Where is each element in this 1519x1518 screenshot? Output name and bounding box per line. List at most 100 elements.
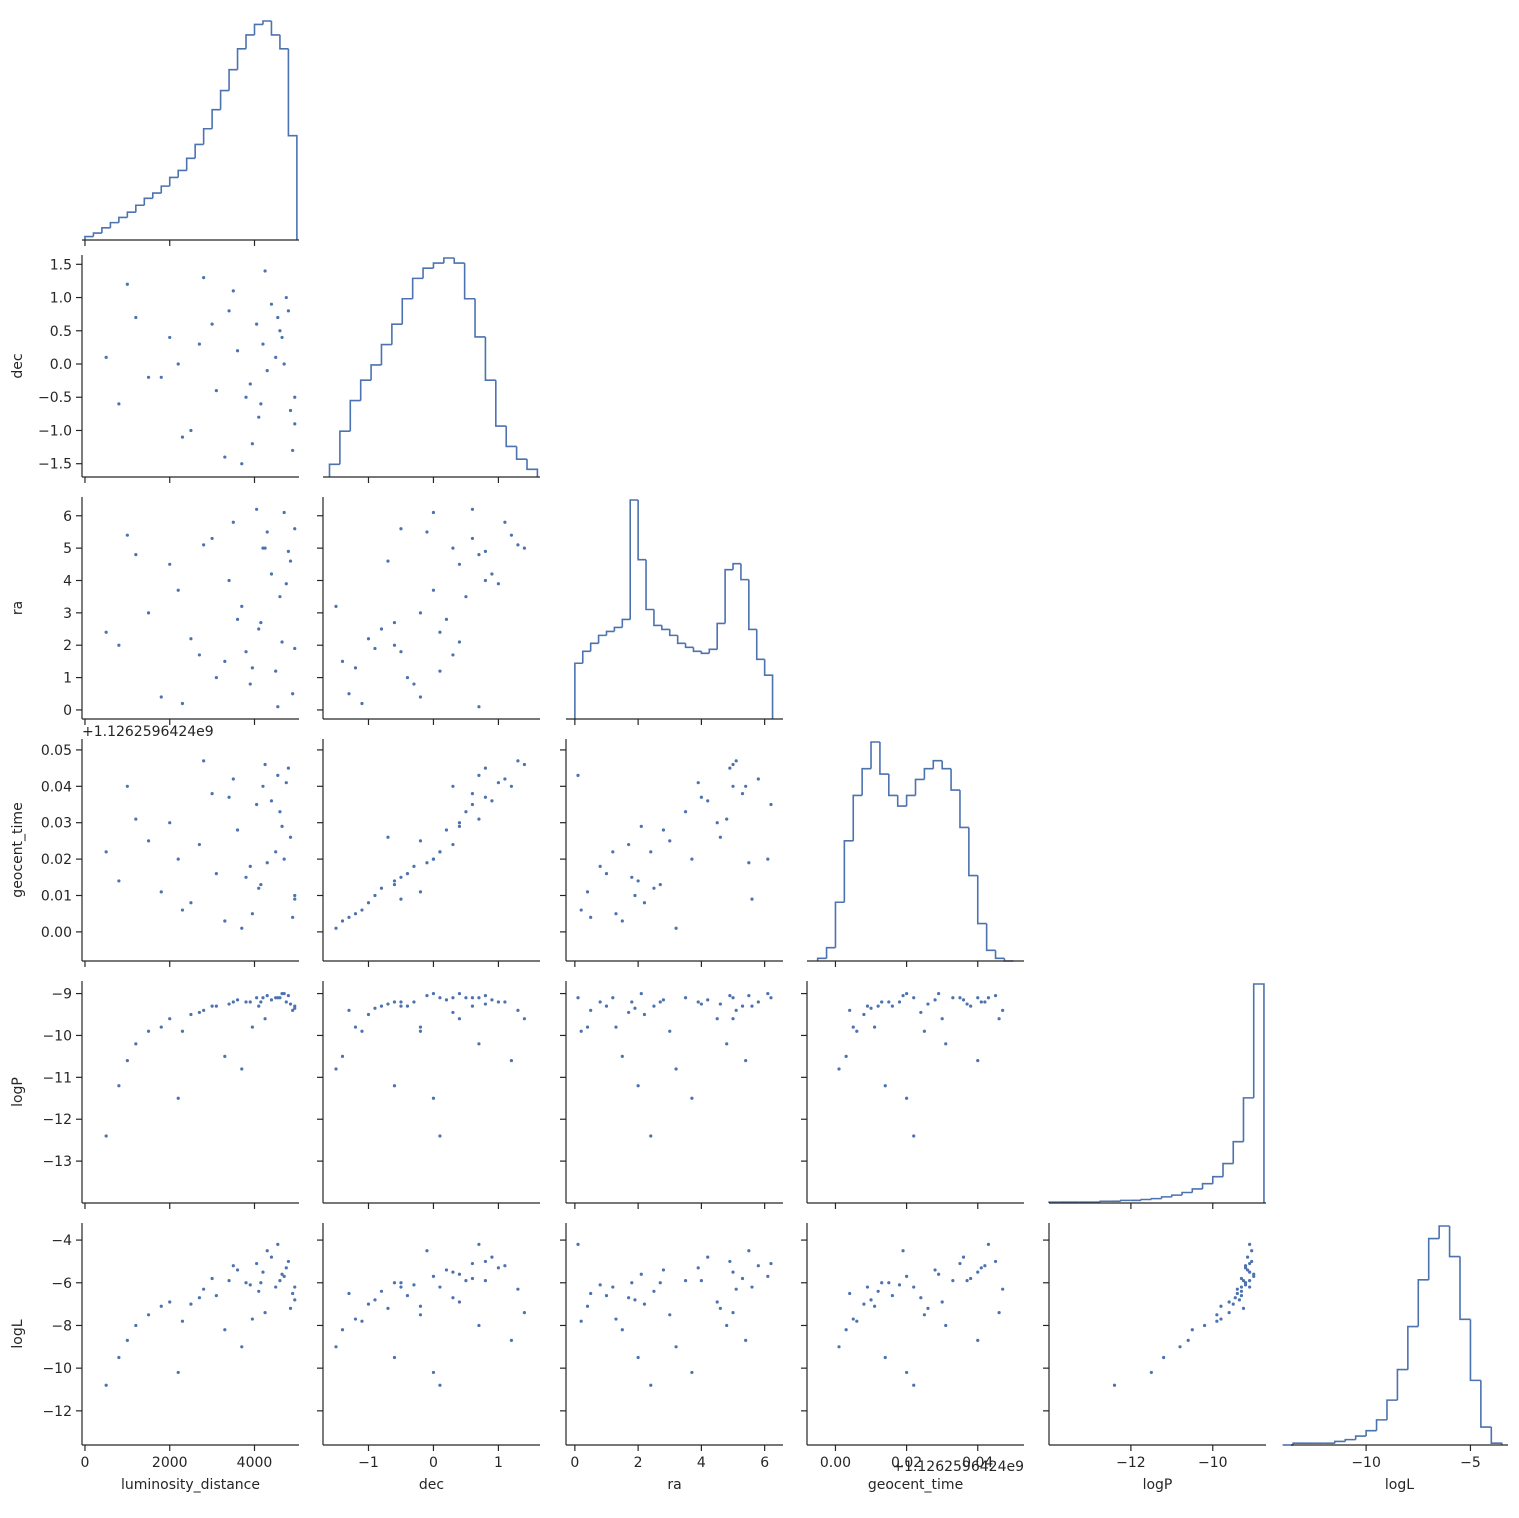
scatter-point bbox=[747, 1249, 751, 1253]
scatter-point bbox=[997, 1017, 1001, 1021]
scatter-point bbox=[210, 791, 214, 796]
scatter-point bbox=[522, 1017, 527, 1021]
scatter-point bbox=[347, 1291, 351, 1296]
scatter-point bbox=[1215, 1313, 1219, 1317]
scatter-point bbox=[399, 897, 403, 901]
scatter-point bbox=[269, 799, 274, 803]
scatter-point bbox=[919, 1296, 923, 1300]
scatter-point bbox=[286, 994, 291, 998]
scatter-point bbox=[291, 692, 295, 696]
y-tick-label: −1.5 bbox=[38, 457, 72, 473]
scatter-point bbox=[399, 527, 403, 531]
scatter-point bbox=[696, 781, 700, 785]
scatter-point bbox=[431, 1370, 436, 1375]
histogram-step bbox=[825, 946, 836, 959]
y-tick-label: −8 bbox=[51, 1318, 72, 1334]
x-axis-label: geocent_time bbox=[868, 1477, 963, 1493]
scatter-point bbox=[865, 1004, 870, 1008]
scatter-point bbox=[438, 630, 442, 634]
y-tick-label: 5 bbox=[63, 541, 72, 557]
scatter-point bbox=[263, 1311, 267, 1315]
histogram-step bbox=[287, 48, 298, 240]
scatter-point bbox=[288, 559, 293, 563]
histogram-step bbox=[1448, 1226, 1461, 1258]
scatter-point bbox=[278, 329, 282, 333]
scatter-point bbox=[649, 1134, 653, 1138]
histogram-step bbox=[484, 336, 496, 382]
scatter-point bbox=[740, 1276, 745, 1281]
scatter-point bbox=[134, 1323, 138, 1328]
scatter-point bbox=[744, 1058, 748, 1063]
x-axis-label: dec bbox=[419, 1477, 444, 1493]
x-tick-label: 1 bbox=[494, 1455, 503, 1471]
scatter-point bbox=[104, 355, 108, 359]
y-tick-label: 0.00 bbox=[41, 925, 72, 941]
scatter-point bbox=[958, 1261, 962, 1266]
scatter-point bbox=[159, 695, 163, 699]
histogram-step bbox=[228, 68, 238, 91]
scatter-point bbox=[1248, 1285, 1252, 1289]
scatter-point bbox=[756, 777, 760, 781]
scatter-point bbox=[598, 864, 602, 868]
histogram-step bbox=[740, 563, 749, 581]
scatter-point bbox=[715, 1300, 719, 1304]
scatter-point bbox=[146, 375, 151, 379]
histogram-step bbox=[613, 626, 623, 632]
scatter-point bbox=[117, 643, 121, 647]
scatter-point bbox=[661, 828, 666, 832]
scatter-point bbox=[837, 1067, 841, 1071]
scatter-point bbox=[444, 1268, 449, 1272]
scatter-point bbox=[483, 766, 488, 770]
scatter-point bbox=[276, 773, 280, 777]
scatter-point bbox=[464, 1279, 468, 1283]
histogram-step bbox=[474, 298, 486, 338]
scatter-point bbox=[259, 1000, 263, 1004]
x-tick-label: 0 bbox=[429, 1455, 438, 1471]
scatter-point bbox=[282, 510, 286, 515]
scatter-point bbox=[658, 1000, 662, 1004]
scatter-point bbox=[104, 1383, 108, 1387]
scatter-point bbox=[1149, 1370, 1153, 1375]
scatter-point bbox=[598, 1283, 602, 1287]
scatter-point bbox=[627, 1296, 631, 1300]
scatter-point bbox=[334, 1067, 338, 1071]
scatter-point bbox=[125, 282, 129, 286]
scatter-point bbox=[379, 1289, 384, 1293]
scatter-point bbox=[176, 857, 180, 861]
scatter-point bbox=[630, 1281, 634, 1285]
histogram-step bbox=[1242, 1097, 1254, 1142]
scatter-point bbox=[483, 795, 488, 799]
scatter-point bbox=[620, 1328, 624, 1332]
histogram-step bbox=[1119, 1199, 1131, 1202]
scatter-point bbox=[1248, 1242, 1252, 1246]
scatter-point bbox=[457, 821, 462, 825]
scatter-point bbox=[240, 1345, 244, 1349]
scatter-point bbox=[769, 802, 773, 807]
histogram-step bbox=[1396, 1368, 1408, 1401]
y-offset-label: +1.1262596424e9 bbox=[82, 724, 214, 740]
scatter-point bbox=[366, 1012, 371, 1017]
scatter-point bbox=[725, 817, 729, 821]
scatter-point bbox=[405, 872, 410, 876]
scatter-point bbox=[431, 510, 436, 515]
scatter-point bbox=[244, 1281, 248, 1285]
scatter-point bbox=[284, 1266, 288, 1270]
scatter-point bbox=[451, 842, 455, 847]
scatter-point bbox=[1243, 1266, 1248, 1270]
scatter-point bbox=[197, 342, 202, 346]
scatter-point bbox=[639, 991, 643, 996]
x-axis-label: logL bbox=[1385, 1477, 1414, 1493]
scatter-point bbox=[756, 1264, 760, 1268]
scatter-point bbox=[1250, 1259, 1254, 1264]
y-tick-label: −6 bbox=[51, 1276, 72, 1292]
scatter-point bbox=[661, 998, 666, 1002]
scatter-point bbox=[282, 362, 286, 366]
scatter-point bbox=[360, 908, 364, 912]
scatter-point bbox=[976, 1270, 980, 1274]
scatter-point bbox=[674, 1345, 678, 1349]
scatter-point bbox=[438, 1285, 442, 1289]
scatter-point bbox=[509, 1058, 514, 1063]
histogram-step bbox=[1365, 1429, 1377, 1437]
scatter-point bbox=[636, 879, 640, 883]
histogram-step bbox=[605, 630, 615, 636]
